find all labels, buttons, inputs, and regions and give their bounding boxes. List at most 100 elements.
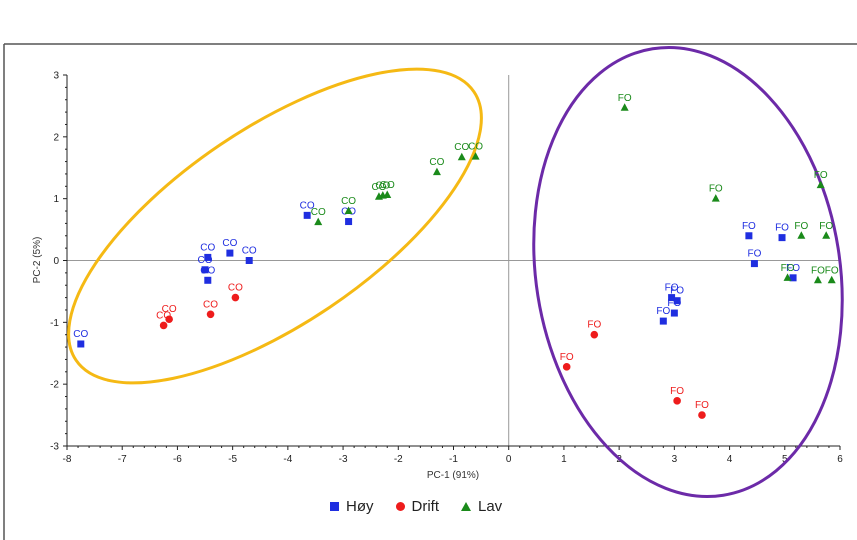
point-label: CO	[73, 329, 88, 340]
point-triangle	[344, 206, 353, 215]
point-label: CO	[454, 142, 469, 153]
point-label: CO	[200, 265, 215, 276]
x-tick-label: 4	[727, 454, 733, 465]
circle-marker-icon	[395, 502, 405, 511]
point-circle	[698, 411, 706, 419]
co-group-ellipse	[67, 67, 483, 385]
y-tick-label: -3	[50, 442, 59, 453]
point-label: CO	[300, 200, 315, 211]
point-label: FO	[814, 170, 828, 181]
x-tick-label: 5	[782, 454, 788, 465]
point-label: FO	[587, 320, 601, 331]
point-label: FO	[781, 263, 795, 274]
point-square	[778, 234, 786, 242]
point-circle	[673, 397, 681, 405]
x-tick-label: 1	[561, 454, 567, 465]
point-triangle	[471, 152, 480, 160]
point-label: CO	[429, 157, 444, 168]
y-tick-label: 2	[53, 132, 59, 143]
x-tick-label: 0	[506, 454, 512, 465]
point-triangle	[783, 273, 792, 281]
point-label: CO	[375, 181, 390, 192]
point-triangle	[620, 103, 629, 111]
point-triangle	[816, 180, 825, 189]
legend-label: Høy	[346, 498, 374, 515]
point-label: CO	[341, 196, 356, 207]
point-circle	[165, 315, 173, 324]
point-label: FO	[742, 221, 756, 232]
point-label: FO	[695, 400, 709, 411]
point-square	[789, 274, 797, 282]
y-axis-title: PC-2 (5%)	[32, 237, 43, 284]
point-label: FO	[794, 221, 808, 232]
point-circle	[590, 330, 599, 339]
point-square	[345, 218, 353, 226]
point-square	[245, 257, 253, 264]
point-circle	[159, 321, 168, 330]
fo-group-ellipse	[532, 46, 844, 498]
point-label: CO	[156, 310, 171, 321]
x-axis-title: PC-1 (91%)	[427, 470, 479, 481]
point-square	[659, 317, 667, 325]
x-tick-label: -5	[228, 454, 237, 465]
group-ellipses	[67, 46, 844, 498]
point-square	[226, 249, 234, 257]
legend-label: Drift	[411, 498, 440, 515]
point-label: FO	[786, 263, 800, 274]
x-tick-label: -1	[449, 454, 458, 465]
x-tick-label: -7	[118, 454, 127, 465]
triangle-marker-icon	[461, 502, 471, 511]
point-triangle	[711, 194, 720, 202]
point-label: FO	[825, 265, 839, 276]
point-label: CO	[200, 242, 215, 253]
point-label: FO	[560, 352, 574, 363]
y-tick-label: 0	[53, 256, 59, 267]
point-label: CO	[228, 283, 243, 294]
x-tick-label: -8	[63, 454, 72, 465]
point-triangle	[314, 217, 323, 226]
point-circle	[562, 363, 571, 371]
point-label: FO	[670, 286, 684, 297]
point-square	[204, 276, 212, 284]
point-label: FO	[709, 184, 723, 195]
point-label: CO	[371, 182, 386, 193]
point-label: CO	[242, 246, 257, 257]
point-label: FO	[656, 306, 670, 317]
x-tick-label: 6	[837, 454, 843, 465]
y-tick-label: -1	[50, 318, 59, 329]
point-triangle	[827, 275, 836, 284]
y-tick-label: -2	[50, 380, 59, 391]
y-tick-label: 3	[53, 71, 59, 82]
point-square	[750, 260, 758, 268]
x-tick-label: -3	[339, 454, 348, 465]
point-label: CO	[162, 304, 177, 315]
zero-lines	[67, 75, 840, 446]
point-label: FO	[618, 93, 632, 104]
point-square	[77, 340, 85, 348]
point-square	[668, 294, 676, 302]
legend-label: Lav	[478, 498, 503, 515]
point-square	[673, 297, 681, 305]
x-tick-label: -6	[173, 454, 182, 465]
y-tick-label: 1	[53, 194, 59, 205]
x-tick-label: 3	[672, 454, 678, 465]
point-label: FO	[819, 221, 833, 232]
point-label: FO	[811, 265, 825, 276]
point-triangle	[457, 152, 466, 161]
point-label: CO	[311, 207, 326, 218]
point-label: FO	[670, 386, 684, 397]
data-points: COCOCOCOCOCOCOCOFOFOFOFOFOFOFOFOCOCOCOCO…	[73, 93, 839, 419]
point-label: FO	[665, 283, 679, 294]
axis-labels: PC-1 (91%) PC-2 (5%)	[32, 237, 479, 481]
point-circle	[231, 293, 240, 302]
point-square	[745, 232, 753, 240]
point-square	[204, 253, 212, 261]
legend-item-hoy: Høy	[330, 498, 374, 515]
legend-item-lav: Lav	[461, 498, 502, 515]
square-marker-icon	[330, 502, 339, 511]
point-square	[303, 211, 311, 219]
point-triangle	[383, 190, 392, 198]
point-label: CO	[468, 142, 483, 153]
